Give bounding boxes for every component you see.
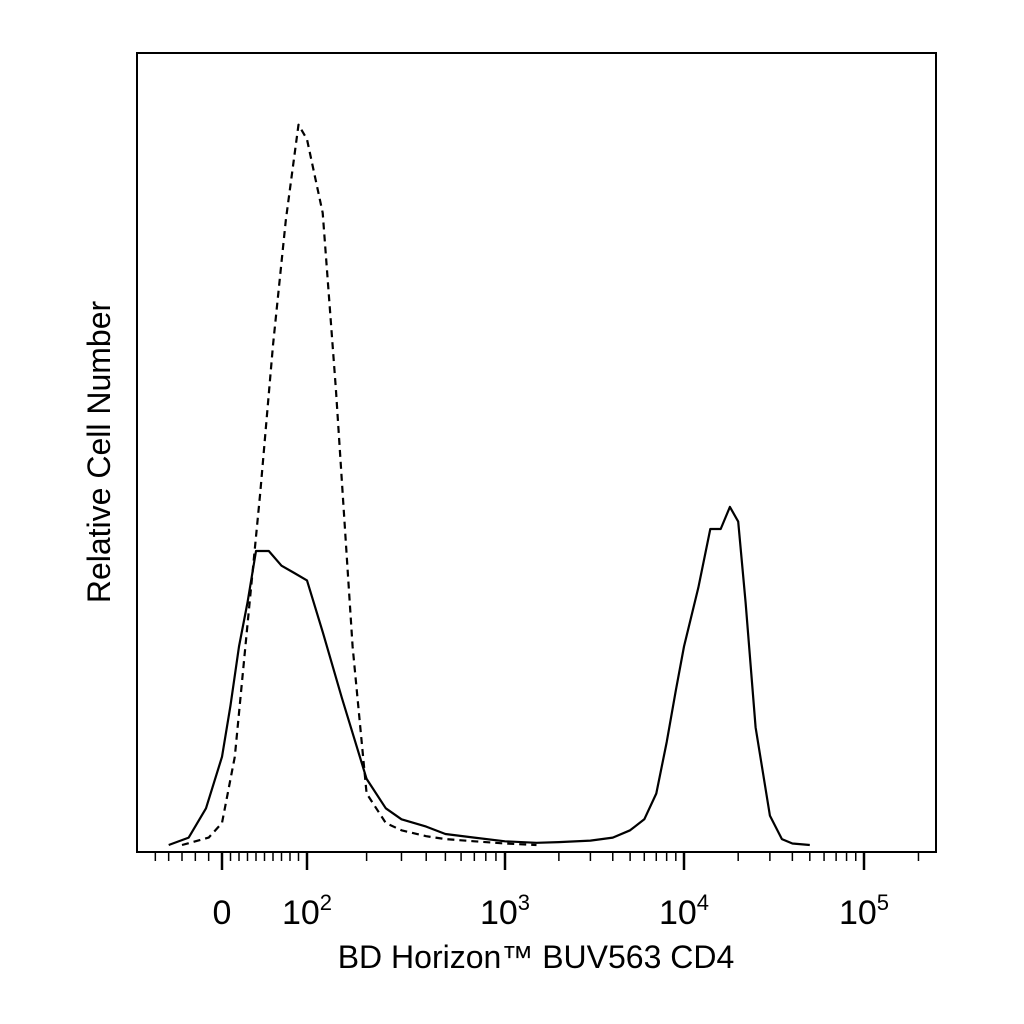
tick-label: 102: [282, 890, 332, 932]
tick-label: 104: [659, 890, 709, 932]
x-axis-tick-labels: 0 102 103 104 105: [213, 890, 890, 932]
series-line-dashed: [181, 123, 537, 847]
tick-label: 0: [213, 894, 232, 932]
tick-label: 103: [480, 890, 530, 932]
x-axis-title: BD Horizon™ BUV563 CD4: [338, 939, 735, 975]
x-axis-minor-ticks: [154, 852, 920, 861]
x-axis-major-ticks: [220, 852, 866, 870]
tick-label: 105: [839, 890, 889, 932]
y-axis-title: Relative Cell Number: [81, 300, 117, 603]
plot-frame: [136, 52, 937, 853]
series-group: [168, 123, 810, 847]
